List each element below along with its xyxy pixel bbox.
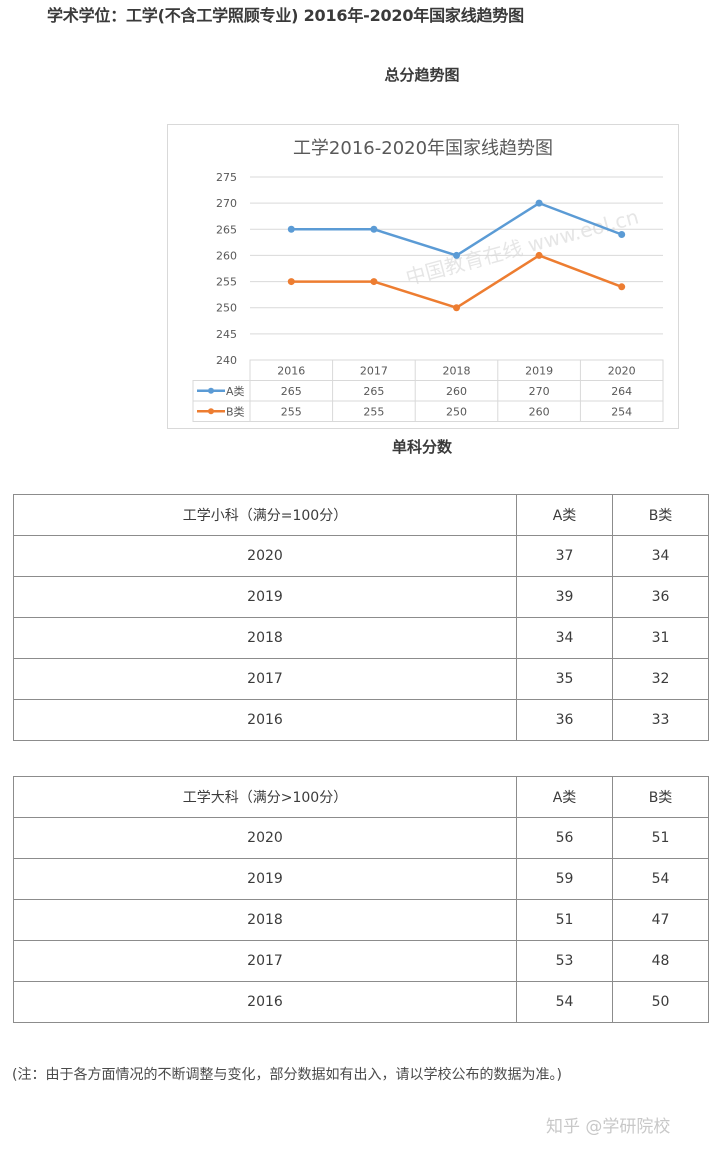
zhihu-watermark: 知乎 @学研院校	[546, 1117, 671, 1137]
table-header-cell: B类	[612, 494, 709, 536]
data-point-marker	[618, 231, 626, 239]
year-cell: 2020	[13, 817, 517, 859]
legend-label: A类	[226, 384, 245, 398]
table-header-cell: 工学小科（满分=100分）	[13, 494, 517, 536]
y-tick-label: 275	[216, 171, 237, 184]
y-tick-label: 270	[216, 197, 237, 210]
table-row: 2016 36 33	[13, 699, 709, 741]
score-cell: 39	[516, 576, 613, 618]
x-category-label: 2020	[608, 364, 636, 377]
data-table-value: 260	[529, 405, 550, 418]
table-row: 2016 54 50	[13, 981, 709, 1023]
score-cell: 36	[612, 576, 709, 618]
table-row: 2017 53 48	[13, 940, 709, 982]
data-point-marker	[618, 283, 626, 291]
data-point-marker	[453, 251, 460, 259]
score-cell: 54	[516, 981, 613, 1023]
data-point-marker	[535, 251, 543, 259]
year-cell: 2017	[13, 940, 517, 982]
score-cell: 53	[516, 940, 613, 982]
data-point-marker	[453, 304, 460, 312]
data-table-value: 264	[611, 385, 632, 398]
chart-title: 工学2016-2020年国家线趋势图	[292, 138, 554, 159]
page-title: 学术学位：工学(不含工学照顾专业) 2016年-2020年国家线趋势图	[47, 6, 524, 25]
single-subject-section-title: 单科分数	[391, 438, 452, 456]
small-subjects-table: 工学小科（满分=100分） A类 B类 2020 37 34 2019 39 36 2018 34 3…	[13, 494, 709, 741]
y-tick-label: 260	[216, 249, 237, 262]
table-row: 2018 34 31	[13, 617, 709, 659]
score-cell: 47	[612, 899, 709, 941]
y-tick-label: 240	[216, 354, 237, 367]
table-header-row: 工学大科（满分>100分） A类 B类	[13, 776, 709, 818]
year-cell: 2018	[13, 899, 517, 941]
table-row: 2017 35 32	[13, 658, 709, 700]
year-cell: 2018	[13, 617, 517, 659]
table-header-cell: A类	[516, 494, 613, 536]
legend-marker-icon	[208, 408, 214, 415]
table-header-cell: 工学大科（满分>100分）	[13, 776, 517, 818]
y-tick-label: 250	[216, 302, 237, 315]
table-row: 2020 37 34	[13, 535, 709, 577]
score-cell: 48	[612, 940, 709, 982]
data-point-marker	[535, 199, 543, 207]
score-cell: 59	[516, 858, 613, 900]
line-chart-plot: 中国教育在线 www.eol.cn 275 270 265 260 255 250 245 24…	[192, 171, 664, 422]
y-tick-label: 265	[216, 223, 237, 236]
data-point-marker	[370, 278, 378, 286]
score-cell: 32	[612, 658, 709, 700]
data-table-value: 270	[529, 385, 550, 398]
data-table-value: 265	[363, 385, 384, 398]
legend-label: B类	[226, 404, 245, 418]
table-header-row: 工学小科（满分=100分） A类 B类	[13, 494, 709, 536]
year-cell: 2019	[13, 858, 517, 900]
x-category-label: 2016	[277, 364, 305, 377]
y-tick-label: 255	[216, 276, 237, 289]
data-point-marker	[370, 225, 378, 233]
score-cell: 37	[516, 535, 613, 577]
year-cell: 2016	[13, 699, 517, 741]
table-header-cell: B类	[612, 776, 709, 818]
table-row: 2019 39 36	[13, 576, 709, 618]
score-cell: 34	[516, 617, 613, 659]
trend-chart: 工学2016-2020年国家线趋势图 中国教育在线 www.eol.cn 275 2…	[167, 124, 679, 429]
table-row: 2019 59 54	[13, 858, 709, 900]
data-table-value: 265	[281, 385, 302, 398]
data-table-value: 260	[446, 385, 467, 398]
x-category-label: 2019	[525, 364, 553, 377]
score-cell: 50	[612, 981, 709, 1023]
score-cell: 33	[612, 699, 709, 741]
year-cell: 2016	[13, 981, 517, 1023]
score-cell: 36	[516, 699, 613, 741]
y-tick-label: 245	[216, 328, 237, 341]
score-cell: 51	[612, 817, 709, 859]
data-table-value: 255	[363, 405, 384, 418]
table-row: 2020 56 51	[13, 817, 709, 859]
total-score-section-title: 总分趋势图	[384, 66, 460, 84]
large-subjects-table: 工学大科（满分>100分） A类 B类 2020 56 51 2019 59 54 2018 51 4…	[13, 776, 709, 1023]
score-cell: 34	[612, 535, 709, 577]
disclaimer-note: (注：由于各方面情况的不断调整与变化，部分数据如有出入，请以学校公布的数据为准。…	[12, 1067, 562, 1083]
data-table-value: 255	[281, 405, 302, 418]
data-table-value: 254	[611, 405, 632, 418]
legend-marker-icon	[208, 387, 214, 394]
score-cell: 31	[612, 617, 709, 659]
chart-watermark: 中国教育在线 www.eol.cn	[403, 205, 641, 290]
year-cell: 2019	[13, 576, 517, 618]
score-cell: 35	[516, 658, 613, 700]
year-cell: 2017	[13, 658, 517, 700]
data-table-value: 250	[446, 405, 467, 418]
year-cell: 2020	[13, 535, 517, 577]
data-point-marker	[287, 278, 295, 286]
table-header-cell: A类	[516, 776, 613, 818]
data-point-marker	[287, 225, 295, 233]
score-cell: 56	[516, 817, 613, 859]
score-cell: 51	[516, 899, 613, 941]
x-category-label: 2017	[360, 364, 388, 377]
score-cell: 54	[612, 858, 709, 900]
table-row: 2018 51 47	[13, 899, 709, 941]
x-category-label: 2018	[443, 364, 471, 377]
